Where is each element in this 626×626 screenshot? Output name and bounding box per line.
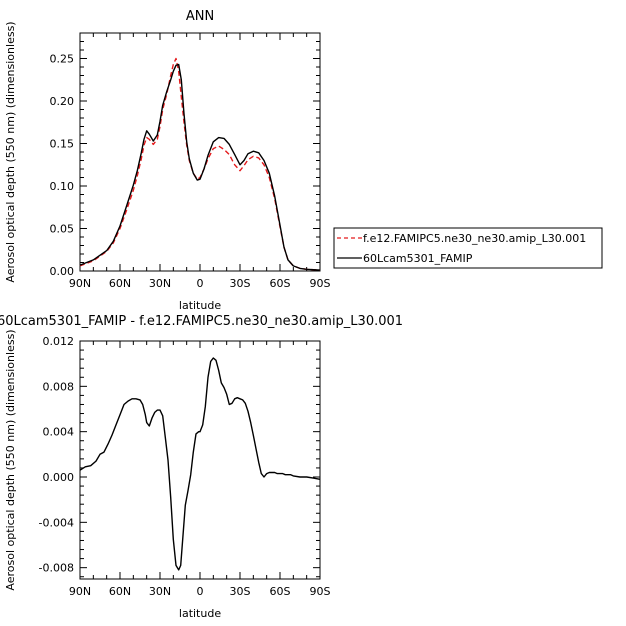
difference-y-axis-label: Aerosol optical depth (550 nm) (dimensio… — [4, 329, 17, 590]
series-line-1 — [79, 357, 321, 571]
y-tick-label: -0.004 — [39, 516, 74, 529]
chart-title: ANN — [186, 9, 214, 24]
x-tick-label: 90N — [69, 277, 91, 290]
top-panel: ANN 90N 60N 30N 0 30S 60S 90S 0.00 0.05 0.10 0.15 0… — [4, 9, 331, 312]
x-tick-label: 60S — [270, 277, 291, 290]
y-tick-label: 0.012 — [43, 335, 75, 348]
x-tick-label: 60S — [270, 585, 291, 598]
y-tick-label: 0.15 — [50, 138, 75, 151]
x-tick-label: 30S — [230, 585, 251, 598]
y-tick-label: 0.20 — [50, 95, 75, 108]
y-tick-label: 0.05 — [50, 223, 75, 236]
y-axis-label: Aerosol optical depth (550 nm) (dimensio… — [4, 21, 17, 282]
y-tick-label: -0.008 — [39, 562, 74, 575]
difference-x-axis-label: latitude — [179, 607, 221, 620]
x-tick-label: 90N — [69, 585, 91, 598]
y-tick-label: 0.004 — [43, 426, 75, 439]
series-line-1 — [79, 57, 321, 271]
series-line-2 — [79, 63, 321, 271]
y-tick-label: 0.000 — [43, 471, 75, 484]
legend-label-series-2: 60Lcam5301_FAMIP — [363, 252, 473, 265]
x-tick-label: 90S — [310, 277, 331, 290]
plot-frame-difference — [79, 340, 321, 580]
x-tick-label: 0 — [197, 585, 204, 598]
legend: f.e12.FAMIPC5.ne30_ne30.amip_L30.001 60L… — [333, 227, 603, 269]
x-tick-label: 30N — [149, 277, 171, 290]
bottom-panel: 60Lcam5301_FAMIP - f.e12.FAMIPC5.ne30_ne… — [0, 314, 403, 620]
x-tick-label: 60N — [109, 585, 131, 598]
legend-label-series-1: f.e12.FAMIPC5.ne30_ne30.amip_L30.001 — [363, 232, 586, 245]
y-tick-label: 0.008 — [43, 380, 75, 393]
x-tick-label: 30N — [149, 585, 171, 598]
legend-box — [333, 227, 603, 269]
x-tick-label: 30S — [230, 277, 251, 290]
x-tick-label: 60N — [109, 277, 131, 290]
x-tick-label: 90S — [310, 585, 331, 598]
x-axis-label: latitude — [179, 299, 221, 312]
y-tick-label: 0.25 — [50, 53, 75, 66]
x-tick-label: 0 — [197, 277, 204, 290]
y-tick-label: 0.00 — [50, 265, 75, 278]
y-tick-label: 0.10 — [50, 180, 75, 193]
difference-chart-title: 60Lcam5301_FAMIP - f.e12.FAMIPC5.ne30_ne… — [0, 314, 403, 329]
